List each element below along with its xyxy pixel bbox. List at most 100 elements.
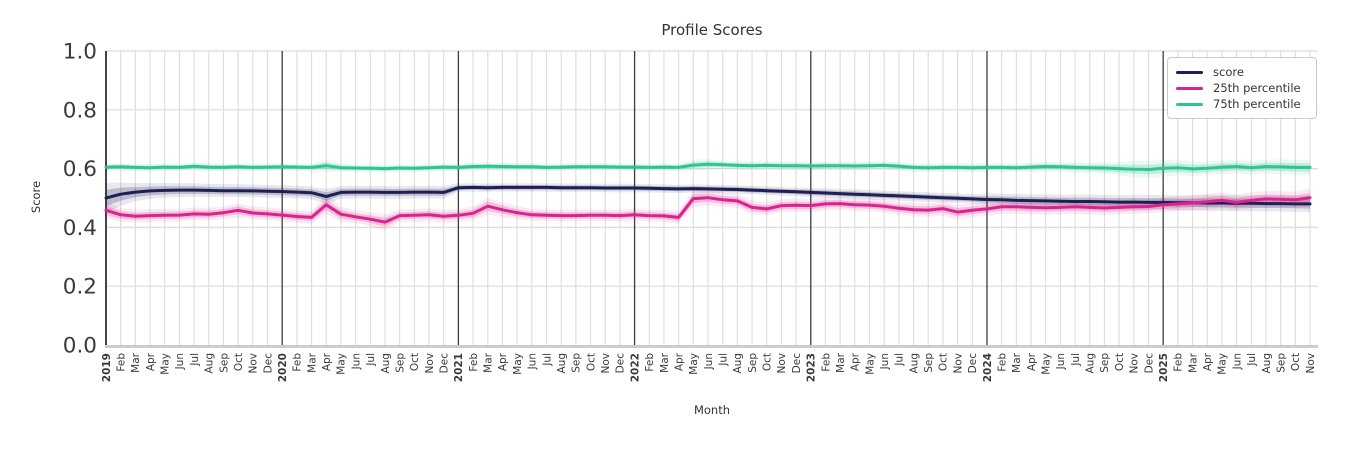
x-tick-label-month: Dec — [967, 353, 979, 374]
x-tick-label-month: May — [1217, 353, 1229, 375]
x-tick-label-month: Apr — [850, 352, 862, 371]
x-tick-label-month: Nov — [424, 353, 436, 374]
legend-label: 75th percentile — [1213, 97, 1301, 111]
x-tick-label-month: Apr — [321, 352, 333, 371]
x-tick-label-month: Jul — [365, 353, 377, 367]
x-tick-label-month: Nov — [952, 353, 964, 374]
legend: score 25th percentile 75th percentile — [1167, 57, 1317, 119]
x-tick-label-month: Mar — [1011, 352, 1023, 372]
legend-line-swatch — [1176, 102, 1203, 106]
x-tick-label-month: Feb — [1173, 353, 1185, 372]
ci-band-25th-percentile — [106, 193, 1310, 227]
series-line-75th-percentile — [104, 162, 1312, 171]
x-tick-label-year: 2023 — [806, 353, 818, 382]
x-tick-label-month: Dec — [615, 353, 627, 374]
x-tick-label-month: May — [688, 353, 700, 375]
x-tick-label-month: Jul — [1246, 353, 1258, 367]
x-tick-label-year: 2019 — [101, 353, 113, 382]
legend-label: 25th percentile — [1213, 81, 1301, 95]
x-tick-label-month: Feb — [996, 353, 1008, 372]
chart-title: Profile Scores — [661, 21, 763, 39]
x-tick-label-month: Aug — [908, 353, 920, 374]
legend-item-score: score — [1176, 64, 1308, 80]
x-tick-label-month: Jun — [1231, 353, 1243, 370]
x-tick-label-month: Oct — [762, 353, 774, 371]
x-tick-label-month: Sep — [1275, 353, 1287, 373]
x-tick-label-month: Nov — [1305, 353, 1317, 374]
x-tick-label-month: Apr — [1202, 352, 1214, 371]
x-tick-label-month: Nov — [1129, 353, 1141, 374]
x-tick-label-month: Apr — [673, 352, 685, 371]
x-tick-label-month: Mar — [835, 352, 847, 372]
x-tick-label-month: Oct — [938, 353, 950, 371]
x-tick-label-month: Dec — [1143, 353, 1155, 374]
x-tick-label-month: Aug — [1261, 353, 1273, 374]
x-tick-label-month: Nov — [600, 353, 612, 374]
y-tick-label: 0.4 — [63, 216, 97, 241]
x-tick-label-month: Apr — [1026, 352, 1038, 371]
x-tick-label-month: Jun — [527, 353, 539, 370]
x-tick-label-month: Dec — [791, 353, 803, 374]
x-tick-label-month: Jul — [189, 353, 201, 367]
x-tick-label-month: May — [160, 353, 172, 375]
x-tick-label-month: Aug — [556, 353, 568, 374]
x-tick-label-month: May — [1041, 353, 1053, 375]
x-tick-label-month: Feb — [644, 353, 656, 372]
x-tick-label-month: Mar — [659, 352, 671, 372]
y-axis-label: Score — [29, 180, 43, 214]
x-tick-label-month: Oct — [585, 353, 597, 371]
x-tick-label-month: Aug — [1085, 353, 1097, 374]
x-axis-label: Month — [693, 403, 731, 417]
x-tick-label-month: Jul — [541, 353, 553, 367]
x-tick-label-month: Jul — [717, 353, 729, 367]
x-tick-label-month: Sep — [747, 353, 759, 373]
x-tick-label-month: Oct — [409, 353, 421, 371]
x-tick-label-month: May — [336, 353, 348, 375]
x-tick-label-month: Nov — [248, 353, 260, 374]
x-tick-label-month: Aug — [204, 353, 216, 374]
y-tick-label: 0.6 — [63, 157, 97, 182]
x-tick-label-month: Oct — [1114, 353, 1126, 371]
y-tick-label: 0.2 — [63, 275, 97, 300]
x-tick-label-month: Oct — [1290, 353, 1302, 371]
x-tick-label-month: Mar — [483, 352, 495, 372]
x-tick-label-month: Apr — [145, 352, 157, 371]
x-tick-label-month: Nov — [776, 353, 788, 374]
x-tick-label-month: Sep — [923, 353, 935, 373]
x-tick-label-month: Aug — [380, 353, 392, 374]
x-tick-label-month: Jun — [1055, 353, 1067, 370]
x-tick-label-year: 2020 — [277, 353, 289, 382]
x-tick-label-month: Sep — [1099, 353, 1111, 373]
x-tick-label-month: Jul — [894, 353, 906, 367]
legend-label: score — [1213, 65, 1244, 79]
x-tick-label-year: 2021 — [453, 353, 465, 382]
ci-band-outer-25th-percentile — [106, 189, 1310, 230]
x-tick-label-month: Jun — [174, 353, 186, 370]
x-tick-label-year: 2022 — [629, 353, 641, 382]
x-tick-label-month: Mar — [306, 352, 318, 372]
x-tick-label-month: Oct — [233, 353, 245, 371]
x-tick-label-month: Mar — [130, 352, 142, 372]
ci-band-outer-75th-percentile — [106, 158, 1310, 178]
x-tick-label-month: Apr — [497, 352, 509, 371]
y-tick-label: 1.0 — [63, 40, 97, 65]
series-line-25th-percentile — [104, 196, 1312, 224]
x-tick-label-month: Sep — [218, 353, 230, 373]
x-tick-label-month: Jun — [879, 353, 891, 370]
y-tick-label: 0.0 — [63, 334, 97, 359]
x-tick-label-year: 2025 — [1158, 353, 1170, 382]
ci-band-outer-score — [106, 182, 1310, 213]
x-tick-label-month: Dec — [262, 353, 274, 374]
legend-item-25th-percentile: 25th percentile — [1176, 80, 1308, 96]
x-tick-label-month: Jun — [350, 353, 362, 370]
legend-line-swatch — [1176, 86, 1203, 90]
x-tick-label-year: 2024 — [982, 353, 994, 382]
series-line-score — [104, 185, 1312, 206]
x-tick-label-month: May — [864, 353, 876, 375]
x-tick-label-month: Jul — [1070, 353, 1082, 367]
x-tick-label-month: Jun — [703, 353, 715, 370]
x-tick-label-month: Aug — [732, 353, 744, 374]
x-tick-label-month: May — [512, 353, 524, 375]
